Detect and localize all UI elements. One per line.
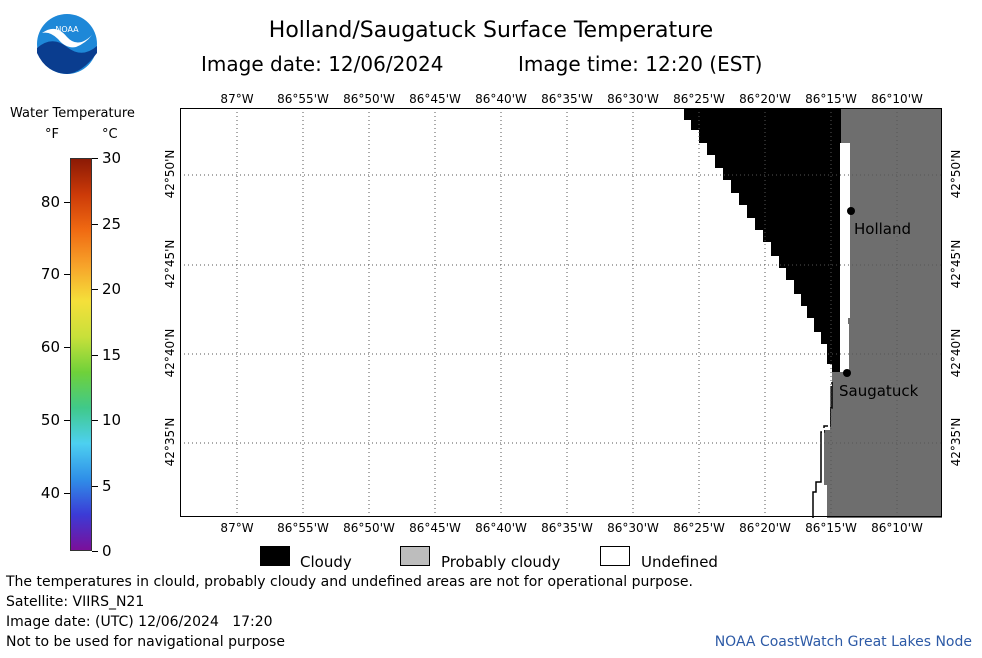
lon-label-top: 86°15'W [805,92,857,106]
lat-label-left: 42°35'N [163,417,177,467]
legend-swatch-probably-cloudy [400,546,430,566]
lon-label-top: 86°30'W [607,92,659,106]
city-marker-saugatuck [843,369,851,377]
noaa-logo: NOAA [36,13,98,75]
lon-label-top: 87°W [220,92,254,106]
lon-label-top: 86°35'W [541,92,593,106]
colorbar-tick-c [92,354,98,356]
colorbar-tick-f [64,201,70,203]
lon-label-bottom: 86°25'W [673,521,725,535]
colorbar-unit-f: °F [45,127,59,142]
lon-label-bottom: 86°50'W [343,521,395,535]
colorbar-label-f: 40 [40,483,60,502]
colorbar-tick-c [92,485,98,487]
colorbar-tick-c [92,158,98,159]
colorbar-tick-c [92,420,98,421]
satellite-text: Satellite: VIIRS_N21 [6,594,145,610]
lat-label-left: 42°50'N [163,149,177,199]
lon-label-bottom: 86°40'W [475,521,527,535]
colorbar-label-c: 10 [102,411,122,429]
colorbar-gradient [70,158,92,551]
lat-label-right: 42°35'N [949,417,963,467]
credit-text: NOAA CoastWatch Great Lakes Node [714,634,972,650]
lon-label-top: 86°10'W [871,92,923,106]
lon-label-top: 86°40'W [475,92,527,106]
colorbar-label-c: 5 [102,476,112,495]
lon-label-bottom: 86°30'W [607,521,659,535]
lon-label-top: 86°20'W [739,92,791,106]
cloudy-area [684,108,841,382]
map-frame [180,108,942,517]
lon-label-bottom: 87°W [220,521,254,535]
colorbar-title: Water Temperature [10,106,135,121]
legend-label-undefined: Undefined [641,553,718,571]
colorbar-unit-c: °C [102,127,118,142]
colorbar-label-c: 25 [102,214,122,233]
lon-label-bottom: 86°15'W [805,521,857,535]
colorbar-label-c: 30 [102,149,122,167]
legend-label-cloudy: Cloudy [300,553,352,571]
lon-label-bottom: 86°45'W [409,521,461,535]
city-label-holland: Holland [854,220,911,238]
legend-swatch-undefined [600,546,630,566]
page-title: Holland/Saugatuck Surface Temperature [268,18,714,43]
lon-label-bottom: 86°55'W [277,521,329,535]
colorbar-label-f: 70 [40,265,60,284]
legend-label-probably-cloudy: Probably cloudy [441,553,561,571]
lon-label-top: 86°25'W [673,92,725,106]
noaa-logo-text: NOAA [55,25,79,34]
lon-label-bottom: 86°35'W [541,521,593,535]
colorbar-tick-f [64,347,70,349]
colorbar-label-f: 60 [40,338,60,357]
colorbar-tick-c [92,223,98,225]
colorbar-label-f: 80 [40,192,60,211]
lon-label-bottom: 86°20'W [739,521,791,535]
colorbar-label-c: 15 [102,345,122,364]
colorbar-tick-f [64,420,70,421]
nav-warning-text: Not to be used for navigational purpose [6,634,285,650]
lat-label-right: 42°50'N [949,149,963,199]
colorbar-tick-f [64,274,70,276]
colorbar-tick-f [64,492,70,494]
lat-label-left: 42°45'N [163,239,177,289]
utc-date-text: Image date: (UTC) 12/06/2024 17:20 [6,614,273,630]
disclaimer-text: The temperatures in clould, probably clo… [6,574,693,590]
lon-label-top: 86°55'W [277,92,329,106]
colorbar-label-c: 20 [102,280,122,298]
colorbar-tick-c [92,289,98,290]
colorbar-label-f: 50 [40,411,60,429]
temperature-map: Holland Saugatuck [180,108,942,518]
image-date: Image date: 12/06/2024 [201,52,444,76]
colorbar-label-c: 0 [102,542,112,560]
lat-label-right: 42°40'N [949,328,963,378]
city-label-saugatuck: Saugatuck [839,382,919,400]
lon-label-top: 86°50'W [343,92,395,106]
city-marker-holland [847,207,855,215]
lat-label-left: 42°40'N [163,328,177,378]
legend-swatch-cloudy [260,546,290,566]
lon-label-top: 86°45'W [409,92,461,106]
colorbar-tick-c [92,551,98,552]
lon-label-bottom: 86°10'W [871,521,923,535]
shoreline-edge [822,384,832,518]
image-time: Image time: 12:20 (EST) [518,52,763,76]
lat-label-right: 42°45'N [949,239,963,289]
